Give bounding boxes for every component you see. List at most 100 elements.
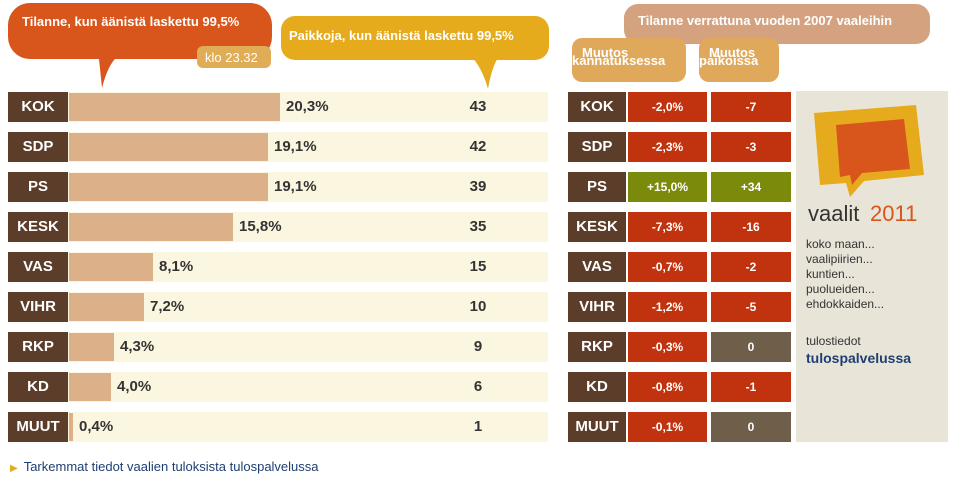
- link-vaalipiirien[interactable]: vaalipiirien...: [806, 252, 873, 266]
- party-label-comparison: MUUT: [568, 412, 626, 442]
- party-label-comparison: SDP: [568, 132, 626, 162]
- party-label: KESK: [8, 212, 68, 242]
- table-row: PS 19,1% 39: [8, 172, 548, 202]
- party-label: KOK: [8, 92, 68, 122]
- seat-change-cell: -2: [711, 252, 791, 282]
- link-koko-maan[interactable]: koko maan...: [806, 237, 875, 251]
- support-value-label: 8,1%: [159, 258, 194, 275]
- seat-change-line2: paikoissa: [699, 53, 759, 68]
- support-bar: [69, 333, 114, 361]
- support-change-cell: -0,3%: [628, 332, 707, 362]
- seat-count: 43: [469, 98, 487, 115]
- results-bubble-tail: [98, 50, 136, 88]
- seat-count: 1: [473, 418, 483, 435]
- comparison-header-text: Tilanne verrattuna vuoden 2007 vaaleihin: [638, 13, 893, 28]
- seat-change-cell: 0: [711, 332, 791, 362]
- sidebar-links: koko maan... vaalipiirien... kuntien... …: [806, 237, 884, 312]
- seat-count: 15: [469, 258, 487, 275]
- seat-change-cell: -3: [711, 132, 791, 162]
- support-change-cell: -2,0%: [628, 92, 707, 122]
- seat-change-cell: -7: [711, 92, 791, 122]
- support-bar: [69, 173, 268, 201]
- seat-count: 35: [469, 218, 487, 235]
- support-value-label: 4,0%: [117, 378, 152, 395]
- seat-change-cell: -1: [711, 372, 791, 402]
- table-row: MUUT 0,4% 1: [8, 412, 548, 442]
- support-change-cell: -0,7%: [628, 252, 707, 282]
- results-header-text: Tilanne, kun äänistä laskettu 99,5%: [22, 14, 240, 29]
- footer-link-text[interactable]: Tarkemmat tiedot vaalien tuloksista tulo…: [23, 459, 319, 474]
- table-row: SDP 19,1% 42: [8, 132, 548, 162]
- seat-count: 10: [469, 298, 487, 315]
- comparison-header-bubble: Tilanne verrattuna vuoden 2007 vaaleihin: [624, 4, 930, 44]
- results-header-bubble: Tilanne, kun äänistä laskettu 99,5%: [8, 3, 272, 59]
- support-bar: [69, 133, 268, 161]
- party-label: VIHR: [8, 292, 68, 322]
- support-change-line1: Muutos: [582, 45, 629, 60]
- sidebar-panel: vaalit 2011 koko maan... vaalipiirien...…: [796, 91, 948, 442]
- seat-change-cell: -16: [711, 212, 791, 242]
- vaalit-logo[interactable]: vaalit 2011: [806, 97, 940, 227]
- support-value-label: 7,2%: [150, 298, 185, 315]
- footer-link[interactable]: ▶ Tarkemmat tiedot vaalien tuloksista tul…: [10, 459, 319, 474]
- arrow-right-icon: ▶: [10, 463, 18, 474]
- support-value-label: 0,4%: [79, 418, 114, 435]
- support-bar: [69, 413, 73, 441]
- time-text: klo 23.32: [205, 50, 258, 65]
- table-row: VAS 8,1% 15: [8, 252, 548, 282]
- party-label-comparison: VAS: [568, 252, 626, 282]
- support-change-cell: -0,8%: [628, 372, 707, 402]
- seat-change-line1: Muutos: [709, 45, 756, 60]
- party-label-comparison: KESK: [568, 212, 626, 242]
- seat-change-cell: +34: [711, 172, 791, 202]
- seat-change-cell: 0: [711, 412, 791, 442]
- seat-count: 39: [469, 178, 487, 195]
- support-value-label: 20,3%: [286, 98, 329, 115]
- support-bar: [69, 213, 233, 241]
- time-bubble: klo 23.32: [197, 46, 271, 68]
- party-label: MUUT: [8, 412, 68, 442]
- table-row: KESK 15,8% 35: [8, 212, 548, 242]
- support-bar: [69, 93, 280, 121]
- link-ehdokkaiden[interactable]: ehdokkaiden...: [806, 297, 885, 311]
- support-change-cell: -0,1%: [628, 412, 707, 442]
- support-change-cell: -2,3%: [628, 132, 707, 162]
- party-label: VAS: [8, 252, 68, 282]
- seat-count: 9: [473, 338, 483, 355]
- table-row: KOK 20,3% 43: [8, 92, 548, 122]
- party-label: PS: [8, 172, 68, 202]
- party-label-comparison: KOK: [568, 92, 626, 122]
- seat-change-bubble: Muutos paikoissa: [699, 38, 779, 82]
- table-row: KD 4,0% 6: [8, 372, 548, 402]
- support-value-label: 19,1%: [274, 178, 317, 195]
- support-change-bubble: Muutos kannatuksessa: [572, 38, 686, 82]
- seats-header-bubble: Paikkoja, kun äänistä laskettu 99,5%: [281, 16, 549, 60]
- link-kuntien[interactable]: kuntien...: [806, 267, 855, 281]
- party-label-comparison: VIHR: [568, 292, 626, 322]
- table-row: RKP 4,3% 9: [8, 332, 548, 362]
- table-row: VIHR 7,2% 10: [8, 292, 548, 322]
- party-label-comparison: PS: [568, 172, 626, 202]
- logo-word: vaalit: [808, 201, 859, 226]
- support-change-line2: kannatuksessa: [572, 53, 666, 68]
- tulos-text: tulostiedot: [806, 334, 861, 348]
- tulos-link[interactable]: tulospalvelussa: [806, 350, 912, 366]
- support-value-label: 4,3%: [120, 338, 155, 355]
- seat-change-cell: -5: [711, 292, 791, 322]
- support-bar: [69, 253, 153, 281]
- support-value-label: 19,1%: [274, 138, 317, 155]
- link-puolueiden[interactable]: puolueiden...: [806, 282, 875, 296]
- seats-bubble-tail: [470, 55, 500, 89]
- party-label: KD: [8, 372, 68, 402]
- seats-header-text: Paikkoja, kun äänistä laskettu 99,5%: [289, 28, 514, 43]
- party-label-comparison: RKP: [568, 332, 626, 362]
- support-bar: [69, 293, 144, 321]
- logo-year: 2011: [870, 201, 917, 226]
- seat-count: 6: [473, 378, 483, 395]
- support-change-cell: -1,2%: [628, 292, 707, 322]
- support-change-cell: -7,3%: [628, 212, 707, 242]
- support-change-cell: +15,0%: [628, 172, 707, 202]
- party-label: SDP: [8, 132, 68, 162]
- party-label-comparison: KD: [568, 372, 626, 402]
- party-label: RKP: [8, 332, 68, 362]
